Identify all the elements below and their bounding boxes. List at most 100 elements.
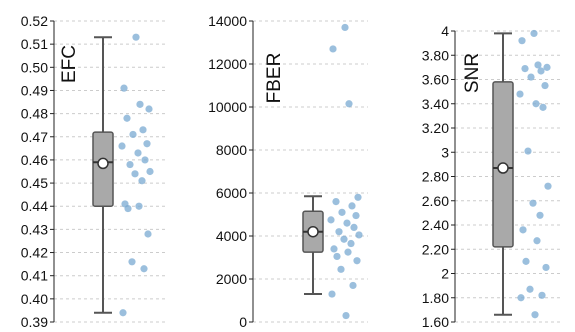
- y-tick-label: 2.60: [422, 193, 449, 209]
- axis-label: EFC: [59, 45, 80, 83]
- data-point: [335, 228, 343, 236]
- data-point: [124, 204, 132, 213]
- data-point: [531, 311, 539, 319]
- data-point: [534, 61, 542, 69]
- data-point: [529, 199, 537, 207]
- data-point: [138, 177, 146, 185]
- data-point: [542, 263, 550, 272]
- y-tick-label: 0.50: [21, 59, 48, 75]
- box-iqr: [92, 131, 114, 207]
- data-point: [344, 248, 352, 256]
- data-point: [135, 202, 143, 210]
- data-point: [353, 257, 361, 265]
- y-tick-label: 1.60: [422, 314, 449, 330]
- axis-label: SNR: [462, 53, 483, 93]
- y-tick-label: 4000: [216, 228, 247, 244]
- panel-fber: 0 2000 4000 6000 8000 10000 12000 14000 FBER: [208, 13, 368, 330]
- y-tick-label: 12000: [208, 56, 247, 72]
- data-point: [340, 235, 348, 243]
- y-tick-label: 0: [239, 314, 247, 330]
- data-point: [129, 130, 137, 139]
- y-tick-label: 0.46: [21, 152, 48, 168]
- data-point: [537, 67, 545, 75]
- y-tick-label: 8000: [216, 142, 247, 158]
- panel-snr: 1.60 1.80 2 2.20 2.40 2.60 2.80 3 3.20 3.40 3.60 3.…: [422, 23, 563, 330]
- y-tick-label: 0.52: [21, 13, 48, 29]
- mean-marker: [307, 225, 319, 238]
- data-point: [538, 291, 546, 299]
- data-point: [522, 257, 530, 265]
- y-tick-label: 1.80: [422, 290, 449, 306]
- y-tick-label: 3.20: [422, 120, 449, 136]
- data-point: [328, 290, 336, 298]
- y-tick-label: 0.45: [21, 175, 48, 191]
- mean-marker: [97, 157, 109, 170]
- data-point: [330, 245, 338, 253]
- mean-marker: [497, 162, 509, 174]
- data-point: [139, 126, 147, 134]
- data-point: [530, 29, 538, 38]
- data-point: [533, 237, 541, 245]
- data-point: [345, 100, 353, 108]
- y-tick-label: 0.39: [21, 314, 48, 330]
- data-point: [338, 208, 346, 216]
- data-point: [123, 114, 131, 122]
- data-point: [143, 140, 151, 148]
- y-tick-label: 0.40: [21, 291, 48, 307]
- axis-label: FBER: [264, 53, 285, 104]
- data-point: [120, 84, 128, 92]
- data-point: [342, 311, 350, 320]
- y-tick-label: 3.40: [422, 96, 449, 112]
- data-point: [128, 258, 136, 266]
- y-tick-label: 0.48: [21, 106, 48, 122]
- y-tick-label: 0.47: [21, 129, 48, 145]
- data-point: [131, 170, 139, 178]
- y-tick-label: 0.42: [21, 245, 48, 261]
- y-tick-label: 3.80: [422, 47, 449, 63]
- data-point: [349, 281, 357, 290]
- data-point: [132, 33, 140, 41]
- data-point: [532, 100, 540, 108]
- data-point: [352, 211, 360, 220]
- data-point: [516, 90, 524, 98]
- data-point: [337, 265, 345, 273]
- data-point: [136, 100, 144, 108]
- data-point: [144, 230, 152, 238]
- y-tick-label: 6000: [216, 185, 247, 201]
- data-point: [539, 103, 547, 111]
- data-point: [140, 265, 148, 273]
- y-tick-label: 2: [441, 266, 449, 282]
- data-point: [343, 219, 351, 227]
- data-point: [134, 149, 142, 157]
- data-point: [543, 63, 551, 71]
- data-point: [517, 294, 525, 302]
- y-tick-label: 3.60: [422, 72, 449, 88]
- y-tick-label: 2.20: [422, 241, 449, 257]
- data-point: [119, 309, 127, 317]
- data-point: [524, 147, 532, 155]
- data-point: [541, 81, 549, 90]
- y-tick-label: 14000: [208, 13, 247, 29]
- data-point: [141, 156, 149, 164]
- data-point: [518, 37, 526, 45]
- data-point: [521, 64, 529, 73]
- data-point: [329, 45, 337, 53]
- data-point: [544, 182, 552, 190]
- data-point: [126, 160, 134, 169]
- data-point: [519, 226, 527, 234]
- data-point: [355, 231, 363, 239]
- data-point: [332, 198, 340, 206]
- y-tick-label: 0.44: [21, 198, 48, 214]
- data-point: [354, 193, 362, 201]
- y-tick-label: 2.80: [422, 169, 449, 185]
- data-point: [146, 167, 154, 176]
- panel-efc: 0.39 0.40 0.41 0.42 0.43 0.44 0.45 0.46 0.47 0.48…: [21, 13, 168, 330]
- data-point: [341, 23, 349, 32]
- y-tick-label: 0.51: [21, 36, 48, 52]
- y-tick-label: 2000: [216, 271, 247, 287]
- data-point: [333, 252, 341, 261]
- data-point: [526, 285, 534, 293]
- y-tick-label: 3: [441, 144, 449, 160]
